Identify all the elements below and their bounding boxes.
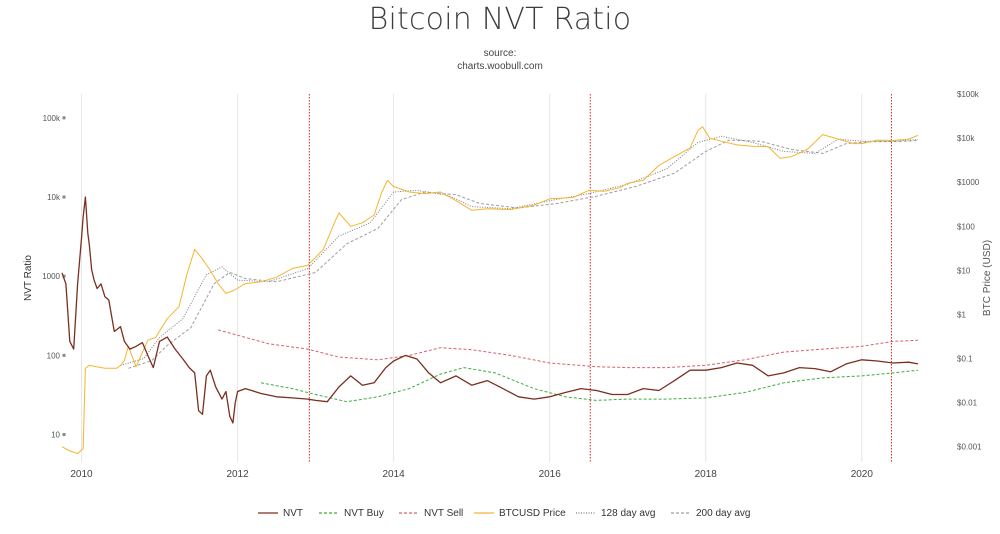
x-tick-label: 2018 — [695, 469, 718, 480]
series-line-nvt-buy — [260, 367, 919, 403]
legend-label: NVT Buy — [344, 508, 384, 519]
series-line-nvt-sell — [217, 329, 919, 369]
chart-title: Bitcoin NVT Ratio — [368, 2, 632, 37]
y2-tick-label: $100 — [957, 222, 975, 231]
y2-tick-label: $10 — [957, 266, 971, 275]
chart-legend: NVT NVT Buy NVT Sell BTCUSD Price 128 day av… — [0, 508, 1000, 526]
y2-tick-label: $0.001 — [957, 443, 982, 452]
y2-tick-label: $0.1 — [957, 355, 973, 364]
legend-item-btcusd-price[interactable]: BTCUSD Price — [473, 508, 566, 519]
y-tick-mark — [62, 353, 66, 357]
legend-item-nvt-buy[interactable]: NVT Buy — [318, 508, 384, 519]
y2-tick-label: $0.01 — [957, 399, 978, 408]
y2-tick-label: $100k — [957, 90, 980, 99]
y2-tick-label: $1 — [957, 310, 966, 319]
y2-tick-label: $10k — [957, 134, 975, 143]
y-tick-mark — [62, 433, 66, 437]
legend-label: NVT Sell — [424, 508, 464, 519]
legend-item-200-day-avg[interactable]: 200 day avg — [670, 508, 751, 519]
y-tick-label: 10 — [51, 431, 60, 440]
x-tick-label: 2012 — [226, 469, 249, 480]
x-tick-label: 2010 — [70, 469, 93, 480]
x-tick-label: 2016 — [539, 469, 562, 480]
legend-swatch — [671, 512, 691, 515]
chart-subtitle-label: source: — [483, 48, 517, 59]
series-line-btcusd-price — [61, 126, 919, 454]
y-tick-label: 1000 — [42, 272, 60, 281]
series-line-200-day-avg — [128, 139, 919, 369]
legend-label: 128 day avg — [601, 508, 656, 519]
legend-label: BTCUSD Price — [499, 508, 566, 519]
legend-swatch — [258, 512, 278, 515]
y-tick-label: 10k — [47, 193, 61, 202]
legend-item-nvt-sell[interactable]: NVT Sell — [398, 508, 463, 519]
y-tick-mark — [62, 116, 66, 120]
legend-item-128-day-avg[interactable]: 128 day avg — [575, 508, 656, 519]
legend-label: NVT — [283, 508, 303, 519]
chart-subtitle-source[interactable]: charts.woobull.com — [457, 61, 543, 72]
y2-tick-label: $1000 — [957, 178, 980, 187]
legend-swatch — [319, 512, 339, 515]
x-tick-label: 2014 — [383, 469, 406, 480]
y2-axis-title: BTC Price (USD) — [982, 240, 993, 316]
y-axis-title: NVT Ratio — [23, 255, 34, 301]
y-tick-label: 100 — [47, 351, 61, 360]
series-line-nvt — [61, 196, 919, 424]
y-tick-mark — [62, 195, 66, 199]
legend-swatch — [474, 512, 494, 515]
y-tick-label: 100k — [43, 114, 61, 123]
legend-label: 200 day avg — [696, 508, 751, 519]
legend-swatch — [399, 512, 419, 515]
x-tick-label: 2020 — [851, 469, 874, 480]
legend-swatch — [576, 512, 596, 515]
series-line-128-day-avg — [120, 135, 919, 366]
legend-item-nvt[interactable]: NVT — [257, 508, 303, 519]
y-tick-mark — [62, 274, 66, 278]
